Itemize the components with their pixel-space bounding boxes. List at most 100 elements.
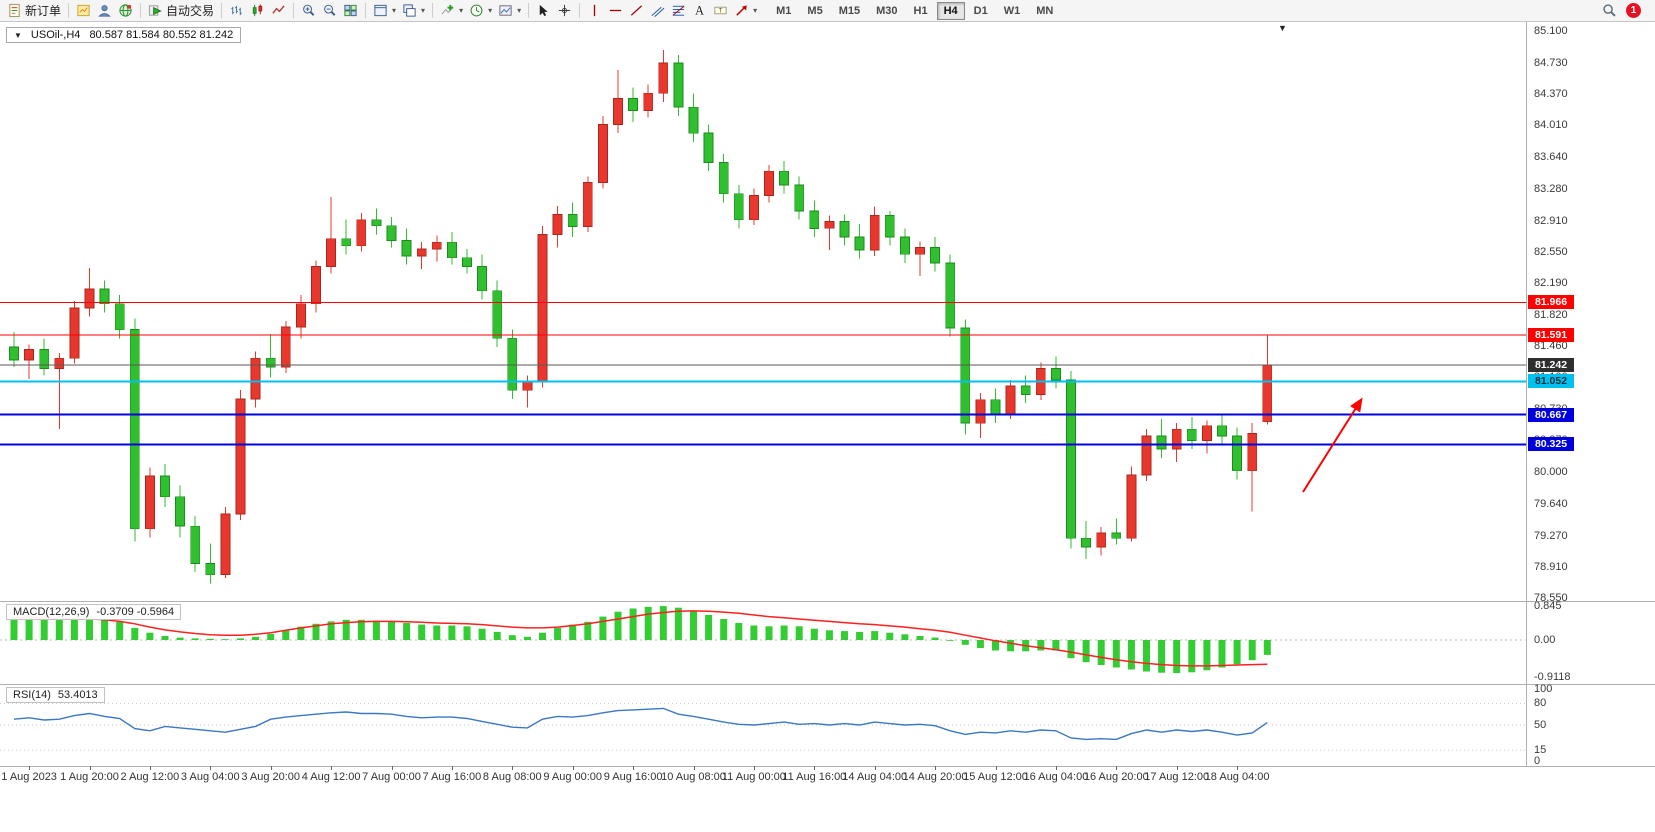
time-axis-tick (572, 766, 574, 770)
macd-histogram-bar (780, 625, 788, 640)
macd-histogram-bar (221, 639, 229, 640)
main-chart-pane[interactable] (0, 22, 1527, 602)
timeframe-button-d1[interactable]: D1 (973, 4, 988, 17)
time-axis-label: 1 Aug 2023 (1, 771, 57, 783)
candle-body (900, 236, 910, 255)
candle-body (1096, 532, 1107, 548)
arrows-button[interactable]: ▾ (731, 1, 760, 21)
timeframe-button-m15[interactable]: M15 (838, 4, 861, 17)
macd-histogram-bar (10, 616, 18, 640)
line-chart-button[interactable] (268, 1, 289, 21)
rsi-axis-label: 100 (1534, 683, 1553, 695)
zoom-out-button[interactable] (319, 1, 340, 21)
candle-body (537, 233, 548, 382)
rsi-indicator-pane[interactable] (0, 685, 1527, 765)
market-watch-button[interactable] (73, 1, 94, 21)
candle-body (839, 220, 850, 238)
macd-indicator-label: MACD(12,26,9) -0.3709 -0.5964 (6, 604, 182, 620)
macd-histogram-bar (539, 632, 546, 640)
rsi-value: 53.4013 (57, 689, 98, 701)
time-axis-label: 3 Aug 04:00 (180, 771, 240, 783)
rsi-axis-label: 15 (1534, 744, 1547, 757)
candle-body (658, 62, 669, 94)
macd-histogram-bar (705, 615, 713, 640)
candle-body (69, 307, 80, 359)
navigator-button[interactable] (94, 1, 115, 21)
zoom-in-button[interactable] (298, 1, 319, 21)
auto-arrange-button[interactable]: ▾ (370, 1, 399, 21)
candle-body (265, 357, 276, 368)
candle-body (749, 195, 759, 221)
candle-body (1051, 368, 1061, 381)
time-axis-tick (874, 766, 876, 770)
candle-body (764, 170, 774, 196)
text-button[interactable]: A (689, 1, 710, 21)
pane-separator[interactable] (0, 684, 1655, 685)
macd-indicator-pane[interactable] (0, 602, 1527, 684)
rsi-axis[interactable]: 100 80 50 15 0 (1527, 683, 1655, 767)
macd-histogram-bar (116, 621, 124, 640)
timeframe-button-w1[interactable]: W1 (1003, 4, 1021, 17)
bar-chart-button[interactable] (226, 1, 247, 21)
terminal-button[interactable] (115, 1, 136, 21)
candlestick-chart-button[interactable] (247, 1, 268, 21)
autotrading-button[interactable]: 自动交易 (145, 1, 217, 21)
candle-body (1171, 428, 1182, 450)
rsi-line (13, 707, 1268, 741)
time-axis-label: 14 Aug 20:00 (902, 771, 968, 783)
timeframe-button-h1[interactable]: H1 (913, 4, 928, 17)
macd-axis-label: 0.845 (1534, 599, 1562, 612)
rsi-indicator-label: RSI(14) 53.4013 (6, 687, 105, 703)
chart-shift-marker-icon[interactable]: ▼ (1278, 23, 1287, 33)
pane-separator[interactable] (0, 601, 1655, 602)
timeframe-button-m30[interactable]: M30 (876, 4, 898, 17)
toolbar-separator (221, 3, 223, 18)
trendline-button[interactable] (626, 1, 647, 21)
macd-histogram-bar (101, 619, 109, 640)
price-axis-label: 84.010 (1534, 119, 1568, 132)
macd-histogram-bar (312, 623, 320, 640)
time-axis-label: 1 Aug 20:00 (60, 771, 119, 783)
equidistant-channel-button[interactable] (647, 1, 668, 21)
macd-histogram-bar (191, 638, 199, 640)
templates-icon (498, 3, 513, 18)
time-axis[interactable]: 1 Aug 2023 1 Aug 20:00 2 Aug 12:00 3 Aug 04… (0, 766, 1527, 789)
periods-button[interactable]: ▾ (466, 1, 495, 21)
cursor-button[interactable] (533, 1, 554, 21)
macd-histogram-bar (901, 634, 909, 640)
indicators-button[interactable]: ▾ (437, 1, 466, 21)
dropdown-caret-icon: ▾ (459, 5, 464, 15)
candle-body (703, 132, 714, 163)
templates-button[interactable]: ▾ (495, 1, 524, 21)
macd-values: -0.3709 -0.5964 (96, 606, 175, 618)
text-label-button[interactable]: T (710, 1, 731, 21)
time-axis-label: 9 Aug 00:00 (543, 771, 603, 783)
candle-body (673, 62, 684, 108)
price-axis[interactable]: 85.100 84.730 84.370 84.010 83.640 83.280 82.9… (1527, 22, 1655, 604)
macd-axis[interactable]: 0.845 0.00 -0.9118 (1527, 599, 1655, 684)
candle-body (462, 257, 472, 267)
candle-body (24, 349, 35, 361)
candle-body (1066, 379, 1076, 539)
tile-windows-button[interactable] (340, 1, 361, 21)
timeframe-button-m5[interactable]: M5 (807, 4, 823, 17)
notification-badge[interactable]: 1 (1626, 3, 1641, 18)
candle-body (54, 357, 65, 370)
chart-symbol-period: USOil-,H4 (30, 29, 81, 41)
vertical-line-button[interactable] (584, 1, 605, 21)
timeframe-button-h4[interactable]: H4 (936, 1, 965, 20)
timeframe-button-m1[interactable]: M1 (776, 4, 792, 17)
new-order-button[interactable]: 新订单 (4, 1, 64, 21)
candle-body (295, 303, 306, 328)
timeframe-button-mn[interactable]: MN (1036, 4, 1054, 17)
horizontal-line-button[interactable] (605, 1, 626, 21)
macd-histogram-bar (237, 638, 244, 640)
toolbar-separator (432, 3, 434, 18)
search-icon[interactable] (1602, 3, 1617, 18)
crosshair-button[interactable] (554, 1, 575, 21)
macd-histogram-bar (1188, 640, 1196, 673)
cascade-windows-button[interactable]: ▾ (399, 1, 428, 21)
trend-arrow-annotation[interactable] (1302, 397, 1363, 493)
fibonacci-button[interactable] (668, 1, 689, 21)
